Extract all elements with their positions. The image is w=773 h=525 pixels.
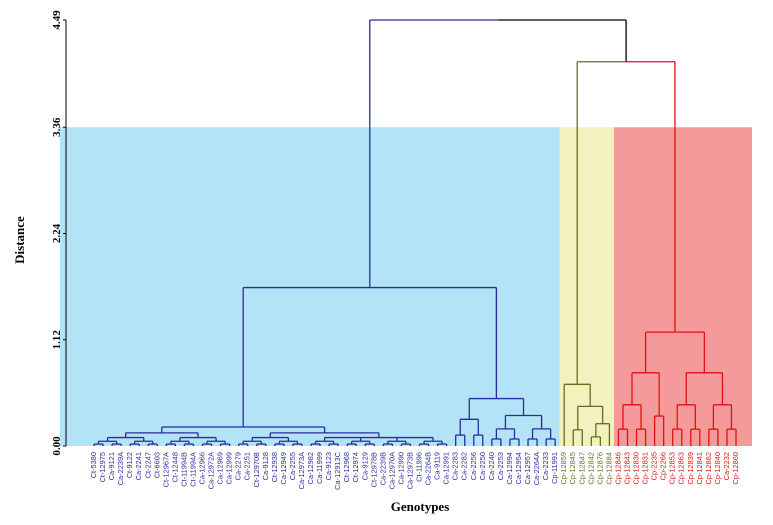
leaf-label: Ca-2279 xyxy=(234,452,243,480)
leaf-label: Cp-12840 xyxy=(713,452,722,484)
leaf-label: Ct-12938 xyxy=(270,452,279,482)
leaf-label: Cp-2266 xyxy=(659,452,668,480)
leaf-label: Cp-12845 xyxy=(568,452,577,484)
leaf-label: Ca-2251 xyxy=(243,452,252,480)
leaf-label: Ct-12448 xyxy=(170,452,179,482)
leaf-label: Cp-12830 xyxy=(632,452,641,484)
leaf-label: Ct-12978B xyxy=(369,452,378,487)
leaf-label: Cp-12846 xyxy=(613,452,622,484)
leaf-label: Ca-12972A xyxy=(207,452,216,489)
leaf-label: Cp-12841 xyxy=(695,452,704,484)
y-tick-label: 2.24 xyxy=(51,223,63,243)
leaf-label: Ca-12954 xyxy=(514,452,523,484)
leaf-label: Ct-2247 xyxy=(143,452,152,478)
leaf-label: Ct-11996 xyxy=(415,452,424,482)
leaf-label: Cp-12843 xyxy=(622,452,631,484)
leaf-label: Cp-12842 xyxy=(586,452,595,484)
leaf-label: Ca-12966 xyxy=(198,452,207,484)
leaf-label: Ca-12969 xyxy=(216,452,225,484)
leaf-label: Ca-9129 xyxy=(360,452,369,480)
leaf-label: Ca-2232 xyxy=(722,452,731,480)
leaf-label: Ca-11999 xyxy=(315,452,324,484)
leaf-label: Ct-12975 xyxy=(98,452,107,482)
leaf-label: Ct-6603 xyxy=(152,452,161,478)
leaf-label: Ca-12994 xyxy=(505,452,514,484)
leaf-label: Ca-12973B xyxy=(405,452,414,489)
leaf-label: Cp-12884 xyxy=(604,452,613,484)
cluster-bands xyxy=(60,127,752,446)
y-axis: 0.00 1.12 2.24 3.36 4.49 xyxy=(51,10,67,456)
leaf-label: Ca-2240 xyxy=(487,452,496,480)
leaf-label: Cp-12847 xyxy=(577,452,586,484)
leaf-label: Cp-12862 xyxy=(704,452,713,484)
leaf-label: Ct-12968 xyxy=(342,452,351,482)
leaf-label: Ca-2264B xyxy=(424,452,433,485)
leaf-label: Ca-2255 xyxy=(288,452,297,480)
leaf-label: Ca-2282 xyxy=(460,452,469,480)
leaf-label: Ca-2233 xyxy=(541,452,550,480)
y-tick-label: 0.00 xyxy=(51,436,63,456)
leaf-label: Ca-9119 xyxy=(433,452,442,480)
leaf-label: Cp-12839 xyxy=(686,452,695,484)
leaf-label: Ca-12913C xyxy=(333,451,342,489)
leaf-label: Cp-2235 xyxy=(650,452,659,480)
dendrogram-branches xyxy=(93,19,737,446)
leaf-label: Ct-11994A xyxy=(188,452,197,487)
x-axis-title: Genotypes xyxy=(391,499,450,514)
leaf-label: Ct-11994B xyxy=(179,452,188,487)
y-tick-label: 1.12 xyxy=(51,330,63,350)
cluster-band xyxy=(559,127,614,446)
leaf-label: Ca-9121 xyxy=(107,452,116,480)
leaf-label: Ca-9123 xyxy=(324,452,333,480)
leaf-label: Ca-2250 xyxy=(478,452,487,480)
leaf-label: Ca-2283 xyxy=(451,452,460,480)
leaf-label: Ca-2241 xyxy=(134,452,143,480)
leaf-label: Ca-12957 xyxy=(523,452,532,484)
leaf-label: Ca-12970A xyxy=(387,452,396,489)
leaf-label: Ca-12949 xyxy=(279,452,288,484)
cluster-band xyxy=(613,127,752,446)
leaf-label: Ca-12990 xyxy=(396,452,405,484)
leaf-label: Cp-12876 xyxy=(595,452,604,484)
leaf-label: Ca-12991 xyxy=(442,452,451,484)
leaf-label: Cp-12831 xyxy=(641,452,650,484)
leaf-label: Cp-12863 xyxy=(677,452,686,484)
leaf-label: Ct-12967A xyxy=(161,452,170,487)
leaf-label: Ct-12974 xyxy=(351,452,360,482)
y-tick-label: 4.49 xyxy=(51,10,63,30)
leaf-label: Cp-12853 xyxy=(668,452,677,484)
leaf-label: Cp-11991 xyxy=(550,452,559,484)
y-tick-label: 3.36 xyxy=(51,117,63,137)
leaf-label: Ca-12973A xyxy=(297,452,306,489)
leaf-labels: Ct-5380 Ct-12975 Ca-9121 Ca-2239A Ct-9122 Ca-… xyxy=(89,451,740,489)
leaf-label: Ca-2256 xyxy=(469,452,478,480)
leaf-label: Ca-2264A xyxy=(532,452,541,485)
y-axis-title: Distance xyxy=(12,216,27,264)
leaf-label: Cp-12860 xyxy=(731,452,740,484)
leaf-label: Cp-12859 xyxy=(559,452,568,484)
cluster-band xyxy=(60,127,560,446)
leaf-label: Ca-2239B xyxy=(378,452,387,485)
leaf-label: Ca-12982 xyxy=(306,452,315,484)
leaf-label: Ct-9122 xyxy=(125,452,134,478)
leaf-label: Ca-12999 xyxy=(225,452,234,484)
leaf-label: Ca-2239A xyxy=(116,452,125,485)
leaf-label: Ct-5380 xyxy=(89,452,98,478)
leaf-label: Ca-2253 xyxy=(496,452,505,480)
leaf-label: Ct-12970B xyxy=(252,452,261,487)
leaf-label: Ca-9128 xyxy=(261,452,270,480)
